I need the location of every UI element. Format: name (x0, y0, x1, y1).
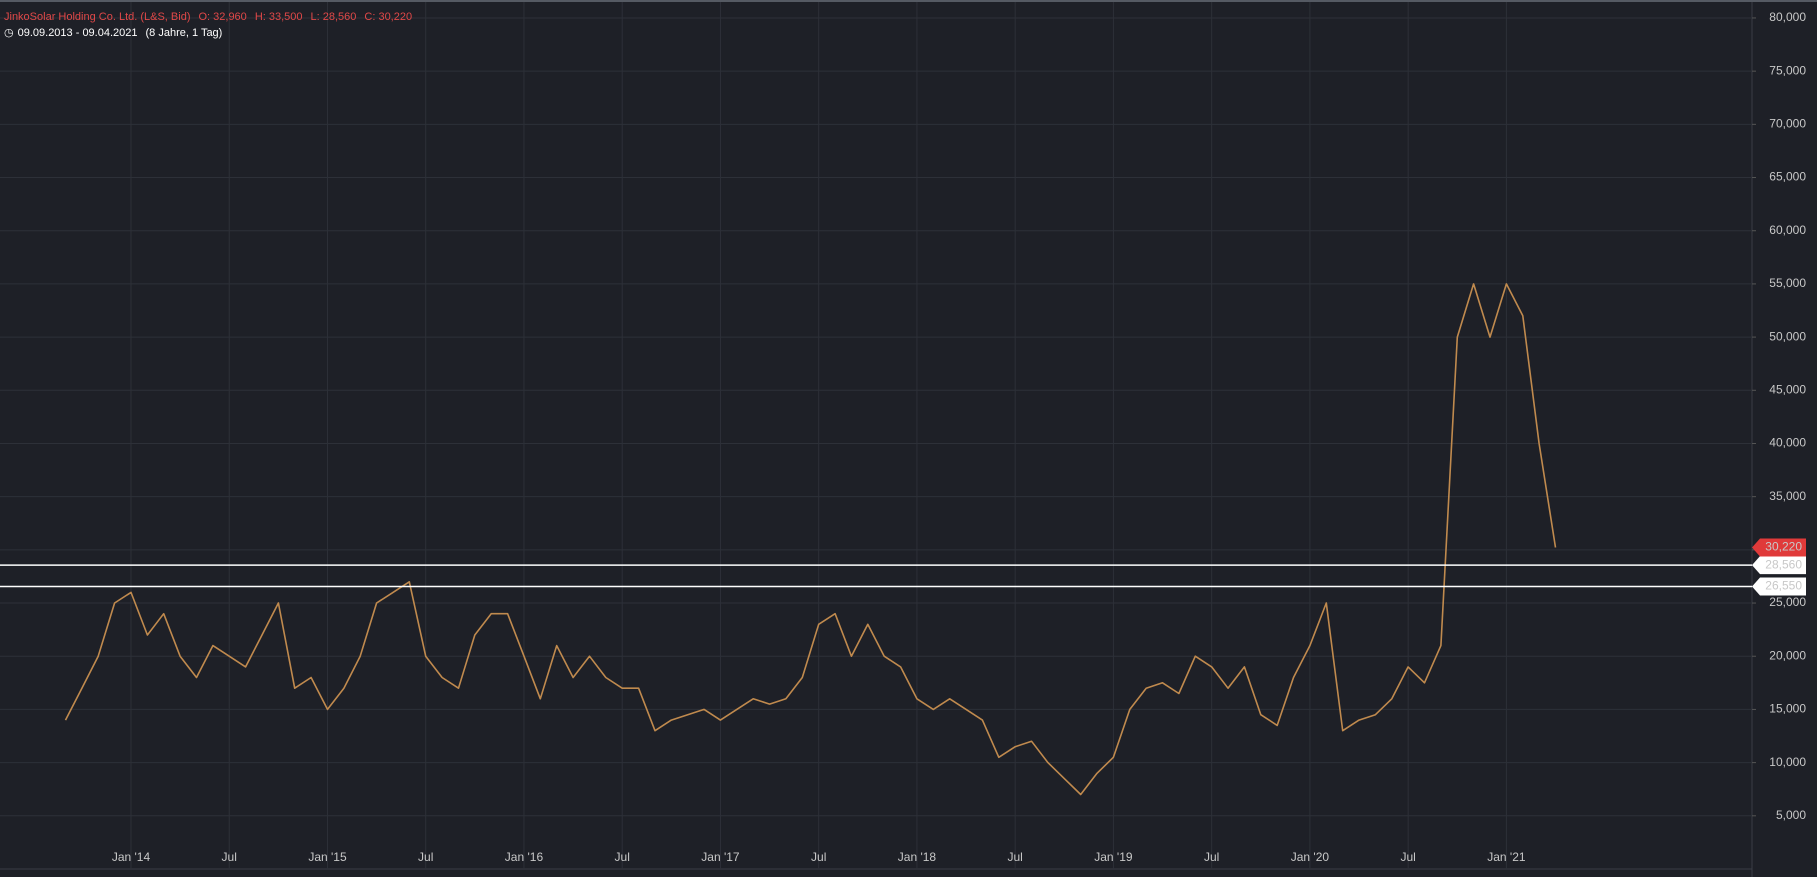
y-tick-label: 80,000 (1769, 10, 1806, 24)
y-tick-label: 55,000 (1769, 276, 1806, 290)
x-tick-label: Jul (1204, 850, 1219, 864)
x-tick-label: Jul (1400, 850, 1415, 864)
y-tick-label: 70,000 (1769, 117, 1806, 131)
x-tick-label: Jan '17 (701, 850, 740, 864)
y-tick-label: 15,000 (1769, 702, 1806, 716)
x-tick-label: Jul (615, 850, 630, 864)
last-price-label: 30,220 (1765, 540, 1802, 554)
ohlc: O: 32,960 (198, 11, 247, 23)
x-tick-label: Jan '19 (1094, 850, 1133, 864)
price-tag (1752, 577, 1806, 596)
y-tick-label: 60,000 (1769, 223, 1806, 237)
y-tick-label: 35,000 (1769, 489, 1806, 503)
price-tag-label: 26,550 (1765, 579, 1802, 593)
y-tick-label: 50,000 (1769, 329, 1806, 343)
x-tick-label: Jul (811, 850, 826, 864)
y-tick-label: 75,000 (1769, 63, 1806, 77)
clock-icon: ◷ (4, 27, 14, 39)
x-tick-label: Jul (1008, 850, 1023, 864)
price-line (64, 283, 1557, 796)
x-tick-label: Jan '20 (1291, 850, 1330, 864)
price-tag-label: 28,560 (1765, 557, 1802, 571)
last-price-tag (1752, 538, 1806, 557)
x-tick-label: Jan '14 (112, 850, 151, 864)
ohlc: C: 30,220 (364, 11, 413, 23)
x-tick-label: Jul (222, 850, 237, 864)
header-line: ◷ 09.09.2013 - 09.04.2021 (8 Jahre, 1 Tag) (4, 25, 420, 41)
y-tick-label: 20,000 (1769, 648, 1806, 662)
x-tick-label: Jan '16 (505, 850, 544, 864)
date-range: 09.09.2013 - 09.04.2021 (17, 27, 138, 39)
plot-area (0, 2, 1752, 869)
x-tick-label: Jul (418, 850, 433, 864)
x-tick-label: Jan '15 (308, 850, 347, 864)
chart-title: JinkoSolar Holding Co. Ltd. (L&S, Bid) (4, 11, 191, 23)
ohlc: L: 28,560 (310, 11, 357, 23)
period: (8 Jahre, 1 Tag) (145, 27, 223, 39)
y-tick-label: 25,000 (1769, 595, 1806, 609)
y-tick-label: 5,000 (1776, 808, 1806, 822)
price-tag (1752, 556, 1806, 575)
header: JinkoSolar Holding Co. Ltd. (L&S, Bid) O:… (4, 9, 420, 41)
x-tick-label: Jan '18 (898, 850, 937, 864)
y-tick-label: 10,000 (1769, 755, 1806, 769)
x-tick-label: Jan '21 (1487, 850, 1526, 864)
y-tick-label: 45,000 (1769, 382, 1806, 396)
y-tick-label: 40,000 (1769, 436, 1806, 450)
y-tick-label: 65,000 (1769, 170, 1806, 184)
ohlc: H: 33,500 (254, 11, 303, 23)
header-line: JinkoSolar Holding Co. Ltd. (L&S, Bid) O:… (4, 9, 420, 25)
